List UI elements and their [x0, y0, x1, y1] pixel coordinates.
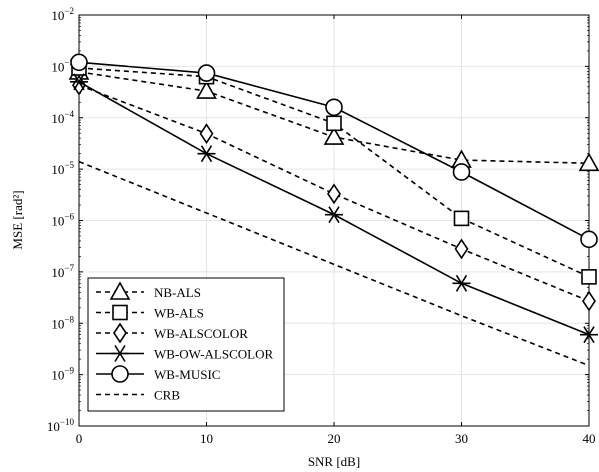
data-point [453, 210, 470, 227]
data-point [70, 53, 88, 72]
x-tick-label: 40 [583, 431, 596, 446]
data-point [582, 290, 596, 312]
series-line [78, 84, 590, 302]
data-point [326, 115, 342, 132]
data-point [454, 238, 469, 260]
legend-label: NB-ALS [154, 285, 201, 300]
legend-entry: WB-MUSIC [96, 365, 220, 383]
data-point [323, 126, 345, 145]
legend-entry: WB-ALS [96, 304, 204, 321]
series-wb-alscolor [72, 74, 596, 312]
y-tick-label: 10−5 [51, 160, 74, 177]
series-wb-ow-alscolor [70, 73, 598, 344]
legend-entry: CRB [96, 388, 180, 403]
legend-entry: WB-ALSCOLOR [96, 322, 248, 344]
data-point [70, 73, 88, 91]
series-line [78, 160, 590, 367]
data-point [197, 64, 216, 82]
legend-marker [112, 304, 128, 321]
y-tick-label: 10−7 [51, 263, 74, 280]
legend-marker [111, 345, 129, 362]
legend-box [87, 277, 285, 412]
y-tick-label: 10−4 [51, 109, 74, 126]
asterisk-stroke [455, 274, 468, 292]
asterisk-stroke [328, 206, 340, 224]
y-axis-label: MSE [rad²] [10, 190, 25, 249]
legend-entry: WB-OW-ALSCOLOR [96, 345, 273, 362]
legend-label: WB-MUSIC [154, 367, 220, 382]
data-point [327, 183, 341, 205]
legend-entry: NB-ALS [96, 281, 201, 300]
x-tick-label: 10 [200, 431, 213, 446]
data-point [580, 230, 598, 249]
data-point [580, 326, 598, 344]
series-crb [78, 160, 590, 367]
y-tick-label: 10−9 [51, 366, 74, 383]
data-point [325, 98, 343, 117]
legend-marker [111, 365, 129, 383]
data-point [325, 206, 343, 224]
x-tick-label: 0 [76, 431, 83, 446]
data-point [199, 123, 214, 145]
y-tick-label: 10−8 [51, 314, 74, 331]
data-point [452, 163, 471, 181]
series-layer [68, 53, 599, 367]
y-tick-label: 10−10 [47, 417, 75, 434]
data-point [578, 152, 599, 172]
x-tick-label: 20 [328, 431, 341, 446]
legend-label: WB-OW-ALSCOLOR [154, 347, 273, 362]
legend-marker [113, 322, 127, 344]
data-point [452, 274, 471, 292]
x-axis-label: SNR [dB] [308, 454, 360, 469]
series-wb-music [70, 53, 598, 249]
y-tick-label: 10−6 [51, 212, 74, 229]
x-tick-label: 30 [455, 431, 468, 446]
legend-label: CRB [154, 388, 180, 403]
data-point [581, 269, 597, 285]
asterisk-stroke [114, 345, 126, 362]
data-point [197, 145, 216, 163]
legend-label: WB-ALSCOLOR [154, 326, 248, 341]
y-tick-label: 10−3 [51, 57, 74, 74]
asterisk-stroke [583, 326, 595, 344]
legend-label: WB-ALS [154, 306, 204, 321]
legend-marker [109, 281, 131, 300]
asterisk-stroke [200, 145, 213, 163]
data-point [196, 80, 217, 99]
asterisk-stroke [73, 73, 85, 91]
y-tick-label: 10−2 [51, 6, 74, 23]
legend: NB-ALS WB-ALS WB-ALSCOLOR WB-OW-ALSCOLOR WB-… [87, 277, 285, 412]
axis-ticks: 0 10 20 30 40 10−2 10−3 10−4 10−5 10−6 10−7 10−8 10−… [47, 6, 596, 446]
